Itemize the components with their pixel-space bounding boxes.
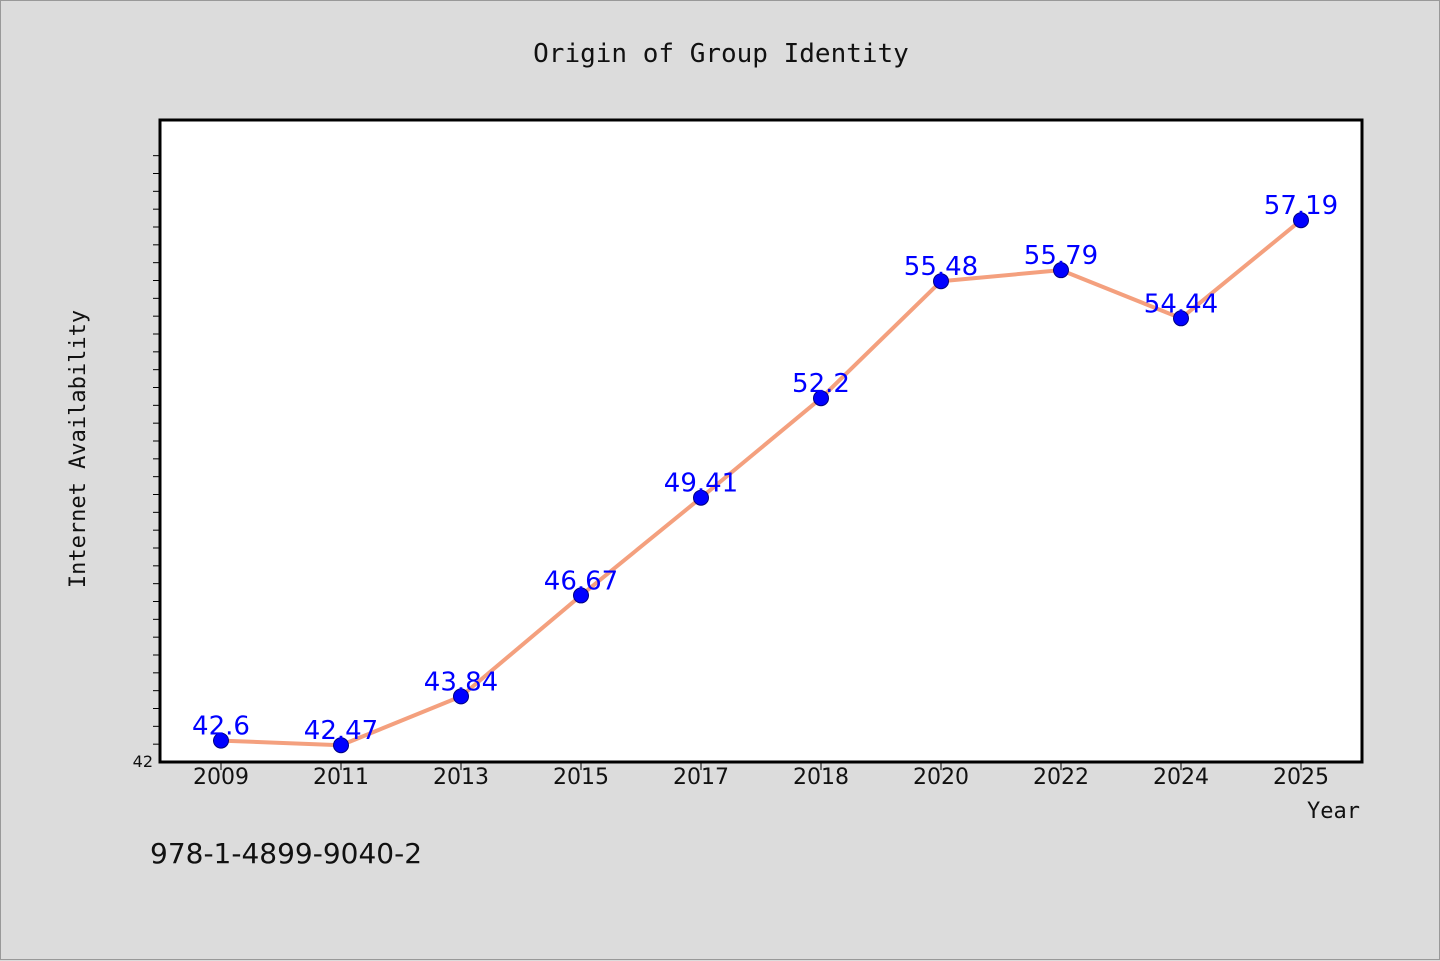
x-tick-label: 2009	[193, 765, 249, 790]
data-point	[333, 737, 349, 754]
data-label: 43.84	[424, 667, 498, 697]
x-tick-label: 2017	[673, 765, 729, 790]
data-point	[573, 587, 589, 604]
x-axis-ticks: 2009 2011 2013 2015 2017 2018 2020 2022 2024 2025	[193, 762, 1329, 790]
isbn-footer: 978-1-4899-9040-2	[150, 837, 422, 870]
data-label: 54.44	[1144, 289, 1218, 319]
series-line	[220, 218, 1303, 748]
x-axis-title: Year	[1307, 799, 1360, 824]
x-tick-label: 2018	[793, 765, 849, 790]
data-point	[1053, 262, 1069, 279]
y-axis-title: Internet Availability	[66, 310, 91, 588]
y-axis-ticks	[153, 155, 160, 745]
data-label: 57.19	[1264, 191, 1338, 221]
data-point	[1293, 212, 1309, 229]
x-tick-label: 2024	[1153, 765, 1209, 790]
x-tick-label: 2013	[433, 765, 489, 790]
data-label: 46.67	[544, 566, 618, 596]
y-axis-min-label: 42	[133, 752, 153, 771]
data-point	[813, 390, 829, 407]
series-layer: 42.6 42.47 43.84 46.67 49.41 52.2 55.48 55.79 54…	[192, 191, 1338, 754]
x-tick-label: 2015	[553, 765, 609, 790]
data-label: 55.48	[904, 252, 978, 282]
x-tick-label: 2011	[313, 765, 369, 790]
data-point	[693, 489, 709, 506]
data-label: 55.79	[1024, 241, 1098, 271]
data-point	[1173, 310, 1189, 327]
data-label: 52.2	[792, 369, 850, 399]
x-tick-label: 2020	[913, 765, 969, 790]
data-label: 42.47	[304, 716, 378, 746]
x-tick-label: 2025	[1273, 765, 1329, 790]
data-point	[213, 732, 229, 749]
plot-area	[158, 118, 1364, 764]
x-tick-label: 2022	[1033, 765, 1089, 790]
data-label: 42.6	[192, 712, 250, 742]
data-point	[453, 688, 469, 705]
chart-title: Origin of Group Identity	[533, 39, 909, 69]
data-point	[933, 273, 949, 290]
data-label: 49.41	[664, 469, 738, 499]
